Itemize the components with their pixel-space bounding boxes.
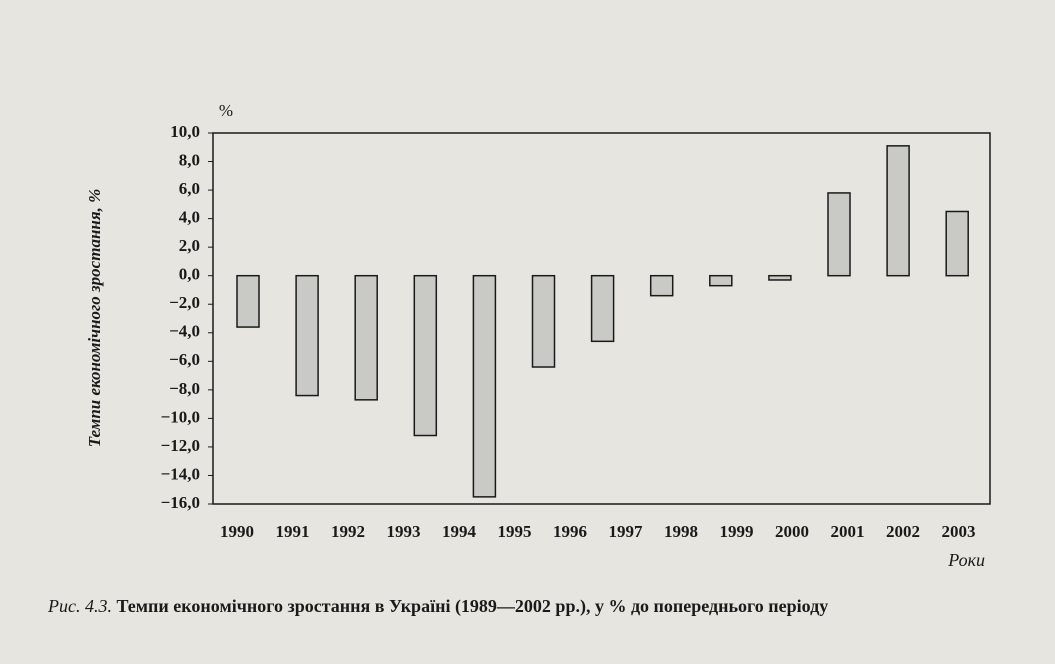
bar: [295, 274, 319, 397]
x-tick-label: 2000: [775, 522, 809, 541]
bar: [236, 274, 260, 328]
bar: [886, 145, 910, 277]
x-tick-label: 1992: [331, 522, 365, 541]
y-tick-label: 2,0: [179, 236, 200, 255]
y-tick-label: 8,0: [179, 150, 200, 169]
bar: [945, 210, 969, 277]
y-tick-label: −10,0: [161, 407, 200, 426]
y-tick-label: 4,0: [179, 208, 200, 227]
y-axis-title: Темпи економічного зростання, %: [85, 189, 104, 447]
caption: Рис. 4.3. Темпи економічного зростання в…: [47, 596, 828, 617]
y-tick-label: −4,0: [169, 322, 200, 341]
x-tick-label: 1999: [720, 522, 754, 541]
bar: [827, 192, 851, 277]
x-tick-label: 1997: [609, 522, 644, 541]
bar: [472, 274, 497, 498]
bar: [590, 274, 615, 343]
x-tick-label: 2001: [831, 522, 865, 541]
y-tick-label: −8,0: [169, 379, 200, 398]
y-tick-label: 10,0: [170, 122, 200, 141]
bar: [531, 274, 556, 368]
x-tick-label: 1993: [387, 522, 421, 541]
y-tick-label: −2,0: [169, 293, 200, 312]
x-tick-label: 1991: [276, 522, 310, 541]
bar: [354, 274, 378, 401]
bar: [709, 274, 733, 287]
x-tick-label: 1990: [220, 522, 254, 541]
unit-label: %: [219, 101, 233, 120]
caption-prefix: Рис. 4.3.: [47, 596, 112, 616]
x-tick-label: 1998: [664, 522, 698, 541]
y-tick-label: −6,0: [169, 350, 200, 369]
y-tick-label: −14,0: [161, 464, 200, 483]
x-tick-label: 1995: [498, 522, 532, 541]
x-tick-label: 1996: [553, 522, 587, 541]
x-axis-title: Роки: [947, 550, 985, 570]
caption-text: Темпи економічного зростання в Україні (…: [116, 596, 828, 617]
x-tick-label: 2002: [886, 522, 920, 541]
x-tick-label: 2003: [942, 522, 976, 541]
bar: [768, 274, 792, 281]
y-tick-label: −16,0: [161, 493, 200, 512]
plot-frame: [212, 132, 991, 505]
bar: [413, 274, 438, 437]
y-tick-label: 0,0: [179, 265, 200, 284]
y-tick-label: −12,0: [161, 436, 200, 455]
bar: [649, 274, 674, 297]
x-tick-label: 1994: [442, 522, 477, 541]
y-tick-label: 6,0: [179, 179, 200, 198]
